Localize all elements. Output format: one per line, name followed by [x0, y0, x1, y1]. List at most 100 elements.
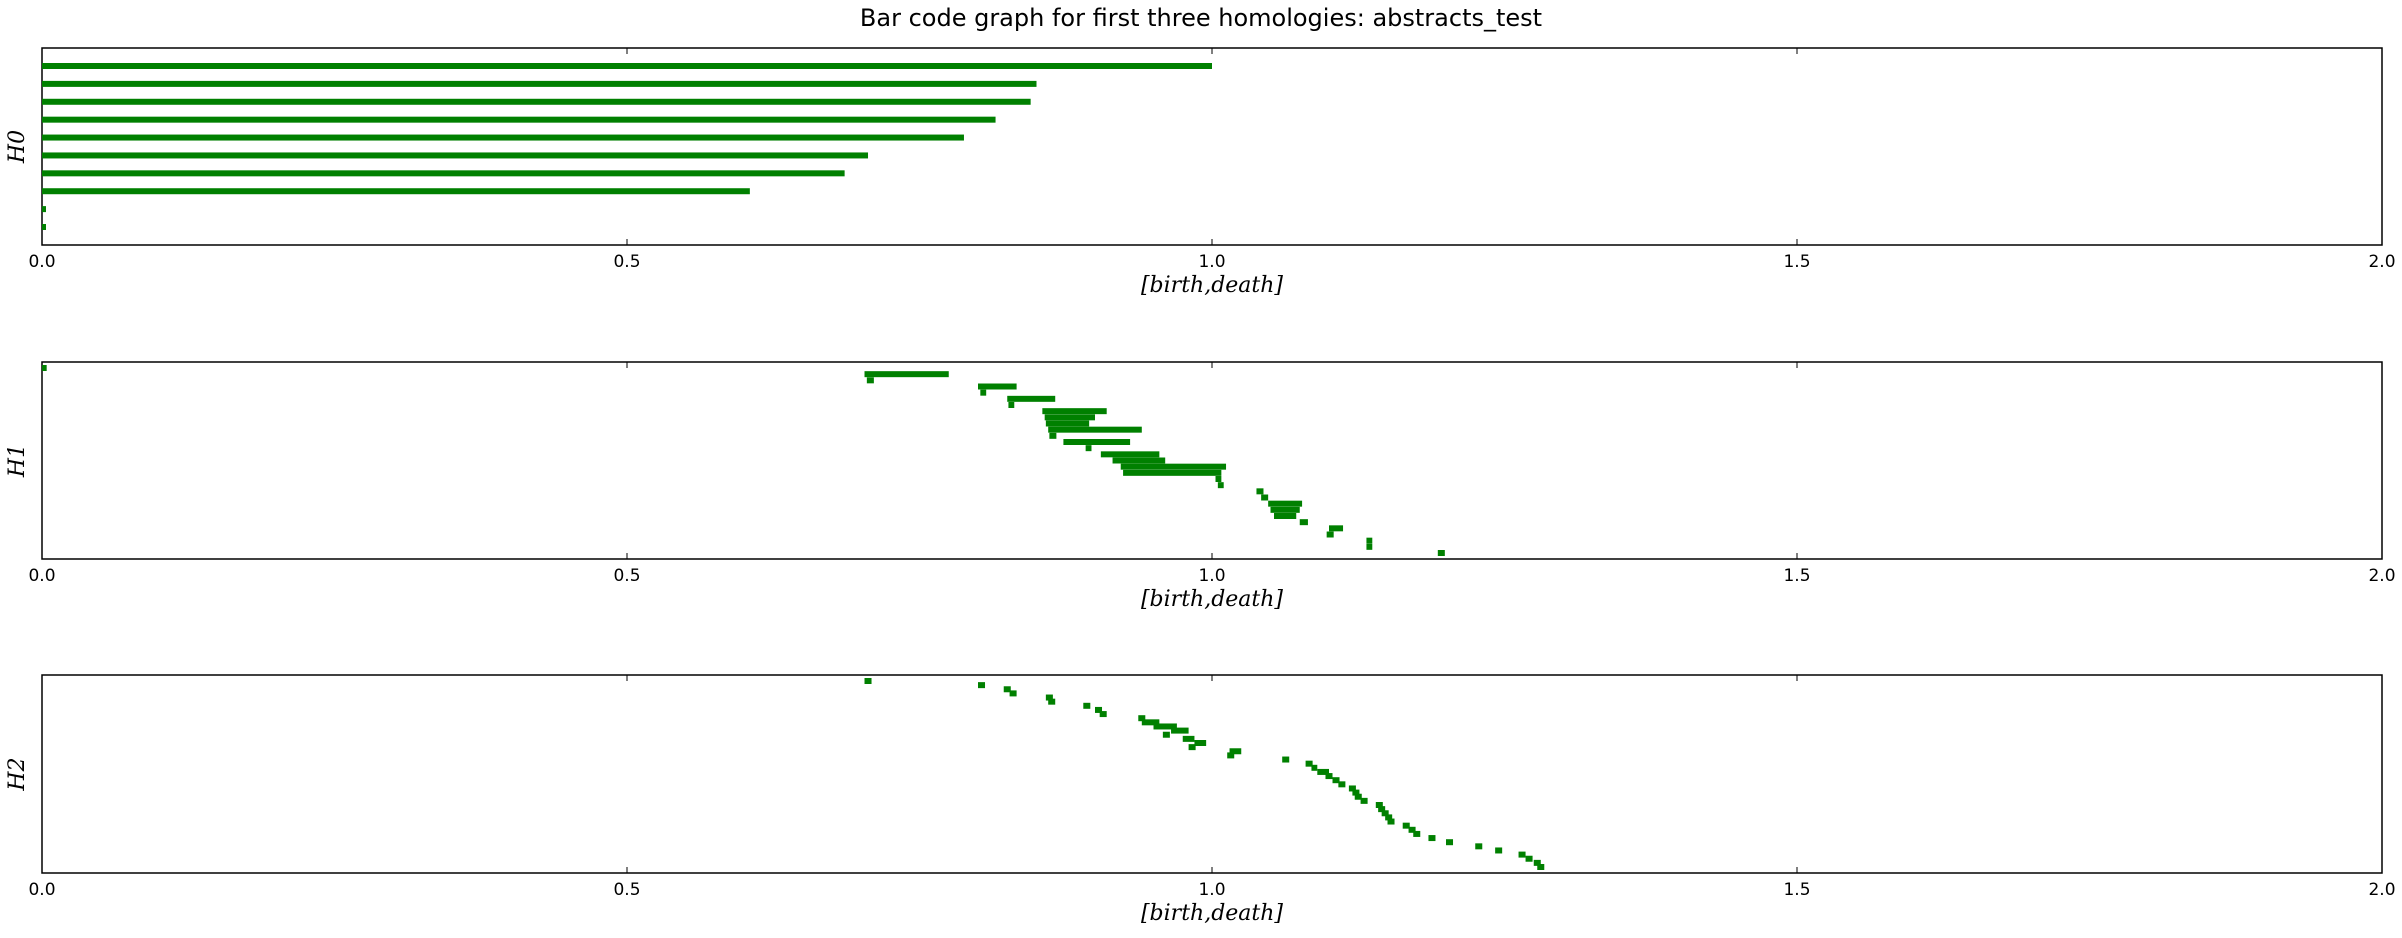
barcode-bar [1008, 402, 1015, 408]
barcode-bar [864, 371, 949, 378]
x-tick-label: 1.0 [1198, 566, 1225, 586]
barcode-bar [1049, 432, 1057, 439]
barcode-bar [864, 678, 872, 684]
barcode-bar [1329, 525, 1344, 532]
x-tick-label: 0.0 [28, 880, 55, 900]
barcode-bar [42, 206, 46, 213]
chart-title: Bar code graph for first three homologie… [859, 4, 1543, 32]
barcode-bar [1305, 760, 1313, 767]
x-tick-label: 1.5 [1783, 566, 1810, 586]
barcode-bar [1446, 839, 1454, 846]
barcode-bar [1475, 843, 1483, 850]
barcode-bar [1408, 826, 1416, 833]
barcode-bar [42, 116, 996, 123]
barcode-bar [1533, 859, 1541, 866]
barcode-bar [1402, 822, 1410, 829]
barcode-bar [1299, 519, 1308, 526]
barcode-bar [1525, 855, 1533, 862]
barcode-bar [1007, 395, 1056, 402]
barcode-bar [1413, 830, 1421, 837]
plot-frame-0 [41, 47, 2383, 246]
x-tick-label: 1.0 [1198, 252, 1225, 272]
barcode-bar [1352, 789, 1360, 796]
barcode-bar [1311, 764, 1318, 771]
barcode-bar [42, 80, 1037, 87]
x-axis-label: [birth,death] [1141, 587, 1283, 612]
x-axis-label: [birth,death] [1141, 901, 1283, 926]
barcode-bar [1354, 793, 1362, 800]
barcode-bar [1332, 777, 1340, 784]
barcode-bar [1123, 469, 1222, 476]
barcode-bar [1282, 756, 1290, 763]
barcode-bar [1048, 698, 1056, 705]
barcode-bar [1099, 711, 1107, 718]
barcode-bar [1048, 426, 1142, 433]
barcode-bar [1138, 715, 1146, 722]
barcode-bar [1366, 537, 1373, 544]
barcode-bar [1083, 702, 1091, 709]
x-tick-label: 0.5 [613, 252, 640, 272]
barcode-bar [1256, 488, 1264, 495]
barcode-bar [1045, 420, 1090, 427]
x-tick-label: 1.0 [1198, 880, 1225, 900]
barcode-bar [978, 682, 986, 689]
barcode-bar [1095, 706, 1103, 713]
barcode-bar [1042, 408, 1107, 415]
barcode-bar [1360, 797, 1368, 804]
barcode-bar [1270, 506, 1300, 513]
barcode-bar [1326, 531, 1334, 538]
barcode-bar [42, 152, 869, 159]
barcode-bar [1003, 686, 1011, 693]
barcode-bar [42, 98, 1031, 105]
barcode-bar [1366, 543, 1373, 550]
barcode-bar [42, 63, 1212, 69]
barcode-bar [1428, 835, 1436, 842]
barcode-bar [1215, 476, 1222, 482]
barcode-bar [1495, 847, 1503, 854]
barcode-bar [1378, 806, 1386, 813]
barcode-bar [1063, 439, 1131, 445]
barcode-bar [1325, 773, 1333, 780]
barcode-bar [1120, 463, 1227, 470]
x-tick-label: 1.5 [1783, 252, 1810, 272]
barcode-bar [1317, 768, 1329, 775]
barcode-bar [1009, 690, 1017, 697]
barcode-bar [1112, 457, 1166, 464]
x-tick-label: 0.5 [613, 566, 640, 586]
barcode-bar [1274, 513, 1297, 519]
x-tick-label: 2.0 [2368, 566, 2395, 586]
barcode-bar [1518, 851, 1526, 858]
barcode-bar [1045, 694, 1053, 701]
barcode-bar [1338, 781, 1346, 788]
barcode-bar [1044, 414, 1095, 421]
barcode-bar [1537, 864, 1545, 870]
barcode-bar [1227, 752, 1235, 759]
barcode-bar [1153, 723, 1177, 730]
x-tick-label: 2.0 [2368, 252, 2395, 272]
barcode-bar [42, 134, 964, 141]
barcode-bar [1387, 818, 1395, 825]
barcode-bar [1171, 727, 1189, 734]
barcode-bar [1188, 744, 1196, 751]
barcode-bar [1261, 494, 1269, 501]
y-axis-label: H0 [5, 130, 30, 164]
barcode-bar [1381, 810, 1389, 817]
barcode-bar [1348, 785, 1356, 792]
barcode-bar [1182, 735, 1195, 742]
plot-frame-1 [41, 361, 2383, 560]
barcode-bar [978, 383, 1017, 390]
barcode-bar [1375, 802, 1383, 808]
x-tick-label: 0.0 [28, 566, 55, 586]
barcode-bar [42, 170, 845, 177]
x-tick-label: 1.5 [1783, 880, 1810, 900]
x-axis-label: [birth,death] [1141, 273, 1283, 298]
barcode-bar [1141, 719, 1160, 726]
barcode-bar [1217, 482, 1224, 489]
barcode-bar [1194, 740, 1207, 746]
x-tick-label: 0.0 [28, 252, 55, 272]
barcode-bar [42, 224, 46, 230]
barcode-bar [1162, 731, 1170, 738]
barcode-bar [1229, 748, 1242, 755]
barcode-bar [1268, 500, 1303, 507]
plot-frame-2 [41, 674, 2383, 874]
